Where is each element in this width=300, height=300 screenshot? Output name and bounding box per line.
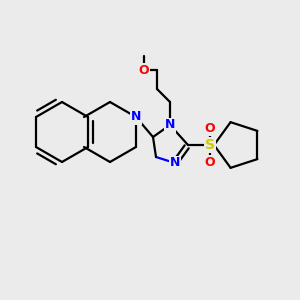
- Text: S: S: [205, 138, 215, 152]
- Text: N: N: [170, 157, 180, 169]
- Text: O: O: [205, 122, 215, 134]
- Text: O: O: [205, 155, 215, 169]
- Text: N: N: [165, 118, 175, 131]
- Text: O: O: [139, 64, 149, 76]
- Text: N: N: [131, 110, 141, 124]
